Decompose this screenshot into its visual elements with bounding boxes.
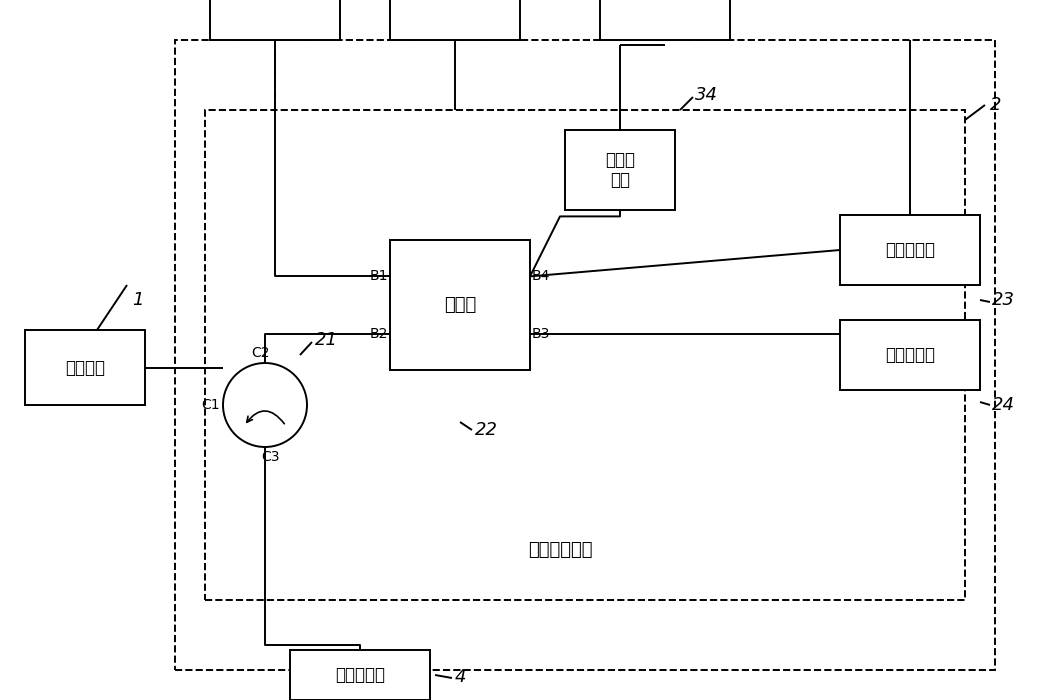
Text: C2: C2 — [251, 346, 270, 360]
Text: 双光束干涉仪: 双光束干涉仪 — [528, 541, 593, 559]
Bar — [175, 40, 996, 670]
Bar — [390, 0, 520, 40]
Bar — [390, 240, 530, 370]
Text: 22: 22 — [475, 421, 498, 439]
Text: B4: B4 — [532, 270, 551, 284]
Text: C1: C1 — [201, 398, 220, 412]
Text: 激光光源: 激光光源 — [65, 358, 105, 377]
Bar — [600, 0, 730, 40]
Bar — [840, 320, 980, 390]
Bar — [290, 650, 430, 700]
Text: 第二反射镜: 第二反射镜 — [885, 346, 935, 364]
Text: C3: C3 — [261, 450, 279, 464]
Text: 分束器: 分束器 — [444, 296, 476, 314]
Text: 1: 1 — [132, 291, 144, 309]
Text: 压控移
相器: 压控移 相器 — [605, 150, 635, 190]
Text: 23: 23 — [992, 291, 1015, 309]
Bar — [210, 0, 340, 40]
Text: 21: 21 — [315, 331, 338, 349]
Text: B2: B2 — [369, 327, 388, 341]
Text: 24: 24 — [992, 396, 1015, 414]
Text: 34: 34 — [695, 86, 718, 104]
Text: 光电探测器: 光电探测器 — [335, 666, 385, 684]
Bar — [565, 130, 675, 210]
Text: 第一反射镜: 第一反射镜 — [885, 241, 935, 259]
Bar — [25, 330, 145, 405]
Text: B1: B1 — [369, 270, 388, 284]
Text: 4: 4 — [455, 668, 467, 686]
Text: 2: 2 — [990, 96, 1002, 114]
Bar — [205, 110, 965, 600]
Text: B3: B3 — [532, 327, 551, 341]
Bar — [840, 215, 980, 285]
